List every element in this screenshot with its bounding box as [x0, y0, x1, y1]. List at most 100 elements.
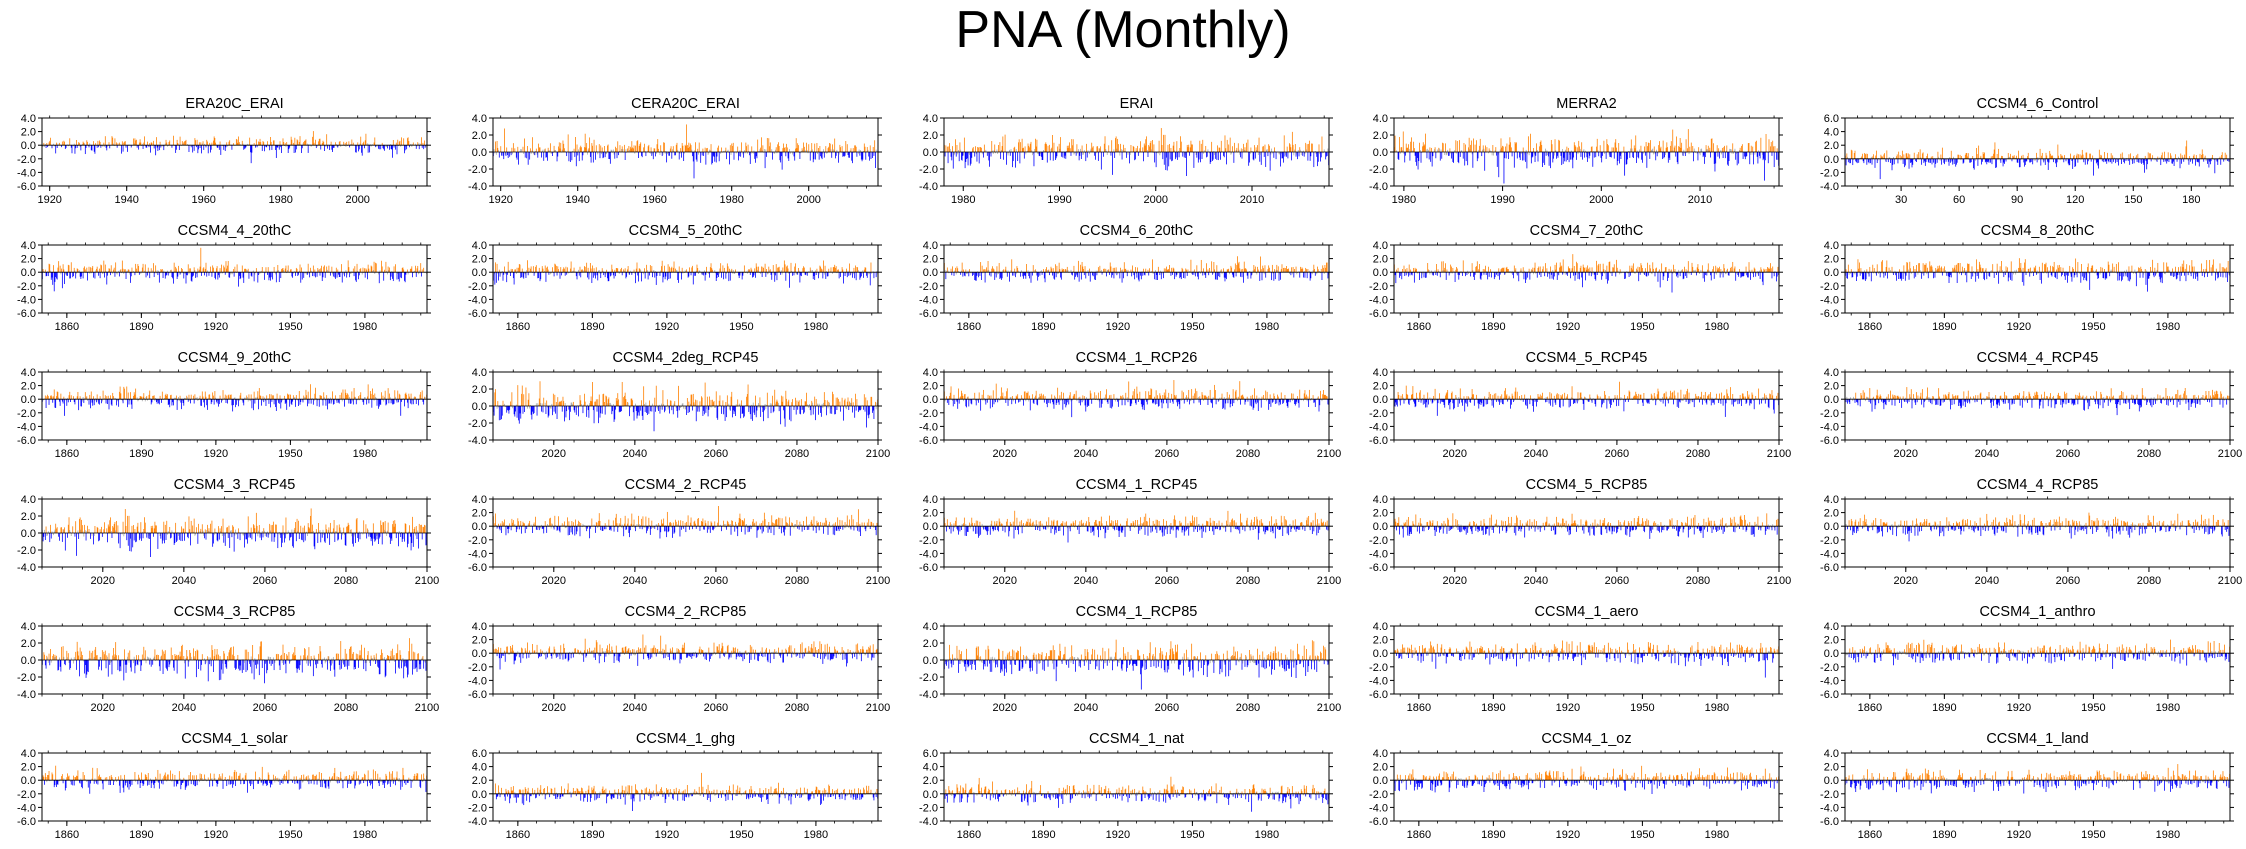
ytick-label: 2.0: [21, 254, 36, 266]
ytick-label: -4.0: [1369, 181, 1388, 193]
ytick-label: -6.0: [919, 308, 938, 320]
ytick-label: -4.0: [1820, 181, 1839, 193]
ytick-label: 2.0: [1373, 130, 1388, 142]
xtick-label: 1980: [804, 321, 828, 333]
xtick-label: 1950: [278, 321, 302, 333]
ytick-label: 4.0: [1373, 113, 1388, 125]
ytick-label: -4.0: [17, 294, 36, 306]
ytick-label: 4.0: [923, 240, 938, 252]
panel-ccsm4-5-20thc: CCSM4_5_20thC -6.0 -4.0 -2.0 0.0 2.0 4.0 1860 18…: [453, 223, 886, 333]
ytick-label: 0.0: [21, 267, 36, 279]
ytick-label: 0.0: [472, 147, 487, 159]
panel-title: ERAI: [1119, 96, 1154, 112]
panel-plot: -4.0 -2.0 0.0 2.0 4.0 1920 1940 1960 1980 2000: [468, 113, 882, 206]
panel-erai: ERAI -4.0 -2.0 0.0 2.0 4.0 1980 1990 2000 2010: [904, 96, 1337, 206]
ytick-label: 0.0: [923, 267, 938, 279]
xtick-label: 1920: [655, 321, 679, 333]
ytick-label: 2.0: [21, 127, 36, 139]
panel-title: CCSM4_4_20thC: [177, 223, 292, 239]
panel-ccsm4-6-control: CCSM4_6_Control -4.0 -2.0 0.0 2.0 4.0 6.0 30 60 9…: [1805, 96, 2238, 206]
page-title: PNA (Monthly): [955, 1, 1291, 59]
ytick-label: -2.0: [468, 281, 487, 293]
panel-title: CCSM4_5_20thC: [628, 223, 743, 239]
xtick-label: 1920: [488, 194, 512, 206]
xtick-label: 2000: [1589, 194, 1613, 206]
ytick-label: 0.0: [923, 147, 938, 159]
panel-title: CCSM4_7_20thC: [1529, 223, 1644, 239]
ytick-label: 2.0: [472, 130, 487, 142]
xtick-label: 1980: [1255, 321, 1279, 333]
panel-title: CCSM4_6_20thC: [1079, 223, 1194, 239]
xtick-label: 1980: [951, 194, 975, 206]
xtick-label: 1920: [37, 194, 61, 206]
xtick-label: 1980: [353, 321, 377, 333]
xtick-label: 1920: [204, 321, 228, 333]
ytick-label: 2.0: [472, 254, 487, 266]
xtick-label: 1860: [506, 321, 530, 333]
xtick-label: 2000: [1144, 194, 1168, 206]
panel-title: ERA20C_ERAI: [185, 96, 284, 112]
ytick-label: 4.0: [472, 240, 487, 252]
ytick-label: 0.0: [1824, 154, 1839, 166]
ytick-label: -4.0: [919, 181, 938, 193]
ytick-label: -6.0: [468, 308, 487, 320]
ytick-label: -2.0: [919, 281, 938, 293]
xtick-label: 2010: [1240, 194, 1264, 206]
xtick-label: 1890: [580, 321, 604, 333]
ytick-label: 2.0: [1824, 140, 1839, 152]
plot-frame: [41, 117, 428, 187]
xtick-label: 1960: [642, 194, 666, 206]
panel-plot: -4.0 -2.0 0.0 2.0 4.0 1980 1990 2000 2010: [1369, 113, 1783, 206]
xtick-label: 1860: [55, 321, 79, 333]
xtick-label: 1980: [268, 194, 292, 206]
plot-frame: [1844, 117, 2231, 187]
xtick-label: 1890: [129, 321, 153, 333]
ytick-label: -4.0: [468, 181, 487, 193]
panel-plot: -6.0 -4.0-2.0 0.02.0 4.0 1860 1890 1920 1950 198…: [468, 240, 882, 333]
ytick-label: 2.0: [923, 254, 938, 266]
xtick-label: 1980: [1392, 194, 1416, 206]
xtick-label: 1950: [1180, 321, 1204, 333]
panel-ccsm4-7-20thc: CCSM4_7_20thC -6.0 -4.0 -2.0 0.0 2.0 4.0 1860 18…: [1354, 223, 1787, 333]
xtick-label: 1940: [565, 194, 589, 206]
ytick-label: 0.0: [472, 267, 487, 279]
panel-title: CERA20C_ERAI: [631, 96, 740, 112]
panel-title: CCSM4_6_Control: [1976, 96, 2099, 112]
ytick-label: -6.0: [17, 308, 36, 320]
xtick-label: 1990: [1490, 194, 1514, 206]
panel-merra2: MERRA2 -4.0 -2.0 0.0 2.0 4.0 1980 1990 2000 2010: [1354, 96, 1787, 206]
ytick-label: -4.0: [17, 167, 36, 179]
ytick-label: -2.0: [919, 164, 938, 176]
ytick-label: 4.0: [21, 240, 36, 252]
panel-ccsm4-6-20thc: CCSM4_6_20thC -6.0 -4.0 -2.0 0.0 2.0 4.0 1860 18…: [904, 223, 1337, 333]
xtick-label: 1890: [1031, 321, 1055, 333]
ytick-label: 6.0: [1824, 113, 1839, 125]
panel-plot: -4.0 -2.00.0 2.04.0 6.0 30 60 90 120 150 180: [1820, 113, 2234, 206]
xtick-label: 2000: [796, 194, 820, 206]
ytick-label: 0.0: [1373, 147, 1388, 159]
ytick-label: -2.0: [17, 154, 36, 166]
xtick-label: 90: [2011, 194, 2023, 206]
plot-frame: [41, 244, 428, 314]
xtick-label: 2010: [1688, 194, 1712, 206]
panel-title: MERRA2: [1556, 96, 1617, 112]
ytick-label: 4.0: [472, 113, 487, 125]
ytick-label: -4.0: [919, 294, 938, 306]
xtick-label: 180: [2182, 194, 2200, 206]
ytick-label: 4.0: [923, 113, 938, 125]
xtick-label: 150: [2124, 194, 2142, 206]
panel-cera20c-erai: CERA20C_ERAI -4.0 -2.0 0.0 2.0 4.0 1920 1940 196…: [453, 96, 886, 206]
xtick-label: 30: [1895, 194, 1907, 206]
xtick-label: 1950: [729, 321, 753, 333]
xtick-label: 1920: [1106, 321, 1130, 333]
ytick-label: -4.0: [468, 294, 487, 306]
xtick-label: 120: [2066, 194, 2084, 206]
ytick-label: -2.0: [468, 164, 487, 176]
xtick-label: 60: [1953, 194, 1965, 206]
ytick-label: 4.0: [21, 113, 36, 125]
ytick-label: -2.0: [1820, 167, 1839, 179]
panel-plot: -6.0 -4.0-2.0 0.02.0 4.0 1920 1940 1960 1980 200…: [17, 113, 431, 206]
